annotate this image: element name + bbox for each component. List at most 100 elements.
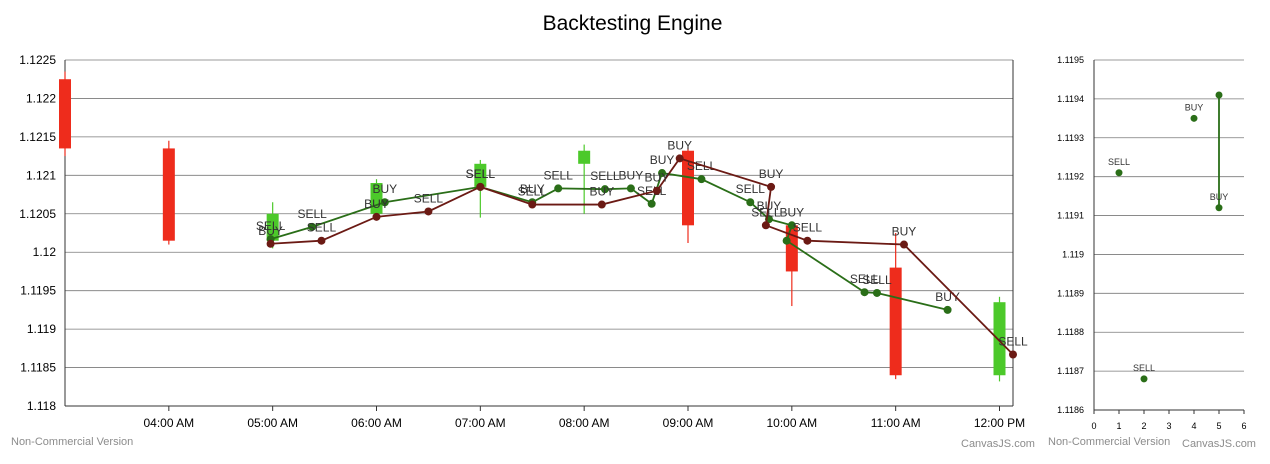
trade-marker [266, 239, 275, 248]
chart-title: Backtesting Engine [542, 12, 723, 35]
trade-label: SELL [297, 207, 327, 221]
trade-marker [600, 185, 609, 194]
y-tick-label: 1.12 [33, 245, 57, 259]
trade-label: SELL [751, 205, 781, 219]
trade-marker [787, 221, 796, 230]
trade-marker [476, 182, 485, 191]
trade-label: BUY [892, 225, 917, 239]
trade-label: SELL [637, 184, 667, 198]
side-trade-marker [1190, 114, 1198, 122]
trade-label: BUY [619, 168, 644, 182]
trade-label: SELL [590, 169, 620, 183]
watermark-left: Non-Commercial Version [11, 436, 133, 448]
trade-label: SELL [736, 182, 766, 196]
side-watermark-left: Non-Commercial Version [1048, 436, 1170, 448]
side-trade-label: SELL [1133, 363, 1155, 373]
bear-candle [682, 150, 695, 226]
bull-candle [578, 150, 591, 164]
bear-candle [889, 267, 902, 376]
trade-marker [899, 240, 908, 249]
side-y-tick-label: 1.1188 [1057, 327, 1084, 337]
trade-label: SELL [256, 219, 286, 233]
trade-label: BUY [650, 153, 675, 167]
y-tick-label: 1.1215 [19, 130, 56, 144]
trade-marker [528, 200, 537, 209]
trade-label: SELL [862, 273, 892, 287]
x-tick-label: 06:00 AM [351, 416, 402, 430]
x-tick-label: 07:00 AM [455, 416, 506, 430]
trade-marker [1009, 350, 1017, 359]
y-tick-label: 1.1195 [20, 284, 56, 298]
side-trade-marker [1140, 375, 1148, 383]
bull-candle [266, 213, 279, 241]
trade-marker [697, 175, 706, 184]
trade-marker [746, 198, 755, 207]
side-trade-marker [1215, 204, 1223, 212]
side-y-tick-label: 1.1186 [1057, 405, 1084, 415]
side-x-tick-label: 6 [1241, 421, 1246, 431]
trade-marker [860, 288, 869, 297]
y-tick-label: 1.119 [27, 322, 56, 336]
side-trade-label: SELL [1108, 157, 1130, 167]
trade-label: BUY [645, 171, 670, 185]
side-y-tick-label: 1.1187 [1057, 366, 1084, 376]
side-y-tick-label: 1.1193 [1057, 133, 1084, 143]
trade-marker [675, 154, 684, 163]
trade-label: BUY [372, 182, 397, 196]
trade-label: BUY [935, 290, 960, 304]
bear-candle [59, 79, 71, 149]
trade-label: BUY [258, 224, 283, 238]
trade-label: BUY [520, 182, 545, 196]
y-tick-label: 1.122 [26, 91, 56, 105]
trade-marker [767, 182, 776, 191]
trade-marker [761, 221, 770, 230]
trade-marker [658, 169, 667, 178]
trade-marker [943, 305, 952, 314]
trade-marker [424, 207, 433, 216]
x-tick-label: 11:00 AM [871, 416, 921, 430]
trade-marker [597, 200, 606, 209]
side-trade-marker [1215, 91, 1223, 99]
trade-label: SELL [850, 272, 880, 286]
trade-marker [372, 212, 381, 221]
bull-candle [993, 302, 1006, 376]
trade-label: BUY [759, 167, 784, 181]
y-tick-label: 1.1205 [19, 207, 56, 221]
side-watermark-right: CanvasJS.com [1182, 438, 1256, 450]
trade-label: BUY [667, 138, 692, 152]
trade-marker [782, 236, 791, 245]
trade-marker [317, 236, 326, 245]
x-tick-label: 12:00 PM [974, 416, 1025, 430]
side-trade-label: BUY [1210, 192, 1229, 202]
side-trade-marker [1115, 169, 1123, 177]
trade-label: SELL [307, 221, 337, 235]
trade-marker [554, 184, 563, 193]
trade-label: SELL [466, 167, 496, 181]
side-y-tick-label: 1.1189 [1057, 288, 1084, 298]
y-tick-label: 1.121 [26, 168, 56, 182]
side-y-tick-label: 1.1195 [1057, 55, 1084, 65]
trade-marker [380, 198, 389, 207]
side-y-tick-label: 1.1191 [1057, 211, 1084, 221]
bull-candle [474, 163, 487, 187]
trade-marker [803, 236, 812, 245]
side-x-tick-label: 3 [1166, 421, 1171, 431]
side-y-tick-label: 1.1194 [1057, 94, 1084, 104]
bear-candle [162, 148, 175, 241]
trade-label: SELL [793, 221, 823, 235]
side-y-tick-label: 1.119 [1062, 249, 1084, 259]
maroon-trade-line [270, 157, 1014, 356]
watermark-right: CanvasJS.com [961, 438, 1035, 450]
side-trade-label: BUY [1185, 102, 1204, 112]
x-tick-label: 09:00 AM [663, 416, 714, 430]
trade-label: BUY [589, 185, 614, 199]
trade-marker [652, 186, 661, 195]
trade-marker [647, 199, 656, 208]
x-tick-label: 05:00 AM [247, 416, 298, 430]
side-x-tick-label: 5 [1216, 421, 1221, 431]
side-x-tick-label: 4 [1191, 421, 1196, 431]
x-tick-label: 10:00 AM [766, 416, 817, 430]
trade-marker [308, 222, 317, 231]
side-y-tick-label: 1.1192 [1057, 172, 1084, 182]
